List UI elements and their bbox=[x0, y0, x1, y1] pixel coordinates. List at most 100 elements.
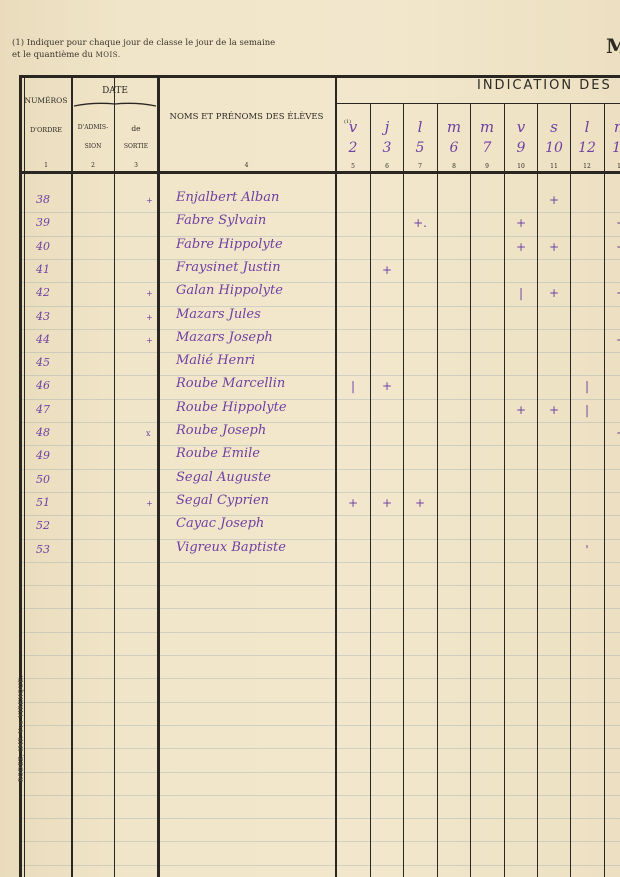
col-index-1: 1 bbox=[44, 162, 48, 169]
student-name: Roube Marcellin bbox=[176, 376, 286, 392]
table-top-border bbox=[19, 75, 620, 78]
numeros-heading: NUMÉROS bbox=[24, 96, 68, 105]
attendance-mark: | bbox=[584, 402, 590, 417]
attendance-mark: + bbox=[515, 402, 527, 417]
day-weekday: v bbox=[348, 118, 358, 136]
day-col-index: 12 bbox=[583, 163, 591, 170]
table-row: 43 Mazars Jules + bbox=[0, 307, 620, 330]
attendance-mark: + bbox=[548, 193, 560, 207]
table-row: 45 Malié Henri bbox=[0, 353, 620, 376]
date-heading: DATE bbox=[102, 86, 128, 96]
ruled-line bbox=[22, 585, 620, 587]
student-name: Malié Henri bbox=[176, 353, 255, 369]
ruled-line bbox=[22, 794, 620, 796]
student-number: 51 bbox=[36, 495, 50, 509]
ruled-line bbox=[22, 282, 620, 284]
day-date: 7 bbox=[482, 140, 492, 156]
column-rule bbox=[114, 76, 115, 877]
column-rule bbox=[335, 76, 337, 877]
attendance-mark: + bbox=[548, 286, 560, 301]
indication-underline bbox=[335, 103, 620, 104]
sortie-mark: + bbox=[146, 289, 153, 299]
day-col-index: 5 bbox=[351, 163, 355, 170]
table-row: 50 Segal Auguste bbox=[0, 470, 620, 493]
student-number: 40 bbox=[36, 239, 50, 253]
day-col-index: 9 bbox=[485, 163, 489, 170]
attendance-mark: + bbox=[381, 379, 393, 394]
day-column-rule bbox=[403, 103, 404, 877]
table-row: 48 Roube Joseph x + bbox=[0, 423, 620, 446]
ruled-line bbox=[22, 655, 620, 656]
attendance-mark: + bbox=[604, 286, 620, 300]
ruled-line bbox=[22, 864, 620, 866]
student-number: 44 bbox=[36, 332, 50, 346]
ruled-line bbox=[22, 538, 620, 540]
day-weekday: m bbox=[446, 118, 462, 136]
student-name: Enjalbert Alban bbox=[176, 190, 280, 205]
instruction-line-1: (1) Indiquer pour chaque jour de classe … bbox=[12, 38, 276, 48]
attendance-mark: + bbox=[604, 426, 620, 440]
student-name: Segal Cyprien bbox=[176, 492, 270, 508]
date-brace bbox=[74, 102, 156, 107]
day-date: 3 bbox=[382, 140, 392, 156]
attendance-mark: ' bbox=[585, 542, 589, 557]
attendance-mark: + bbox=[548, 239, 560, 254]
day-col-index: 8 bbox=[452, 163, 456, 170]
student-number: 52 bbox=[36, 519, 50, 533]
table-row: 53 Vigreux Baptiste ' bbox=[0, 540, 620, 563]
table-row: 44 Mazars Joseph + + bbox=[0, 330, 620, 353]
attendance-mark: + bbox=[604, 240, 620, 254]
day-date: 10 bbox=[545, 140, 563, 156]
student-name: Fabre Hippolyte bbox=[176, 236, 283, 252]
sortie-mark: + bbox=[146, 196, 153, 205]
student-number: 50 bbox=[36, 472, 50, 486]
day-col-index: 10 bbox=[517, 163, 525, 170]
ruled-line bbox=[22, 841, 620, 843]
attendance-mark: + bbox=[548, 402, 560, 417]
attendance-mark: + bbox=[347, 495, 359, 510]
student-name: Roube Emile bbox=[176, 446, 260, 462]
ruled-line bbox=[22, 678, 620, 680]
instruction-line-2: et le quantième du MOIS. bbox=[12, 49, 275, 61]
student-number: 41 bbox=[36, 262, 50, 276]
day-date: 12 bbox=[578, 140, 596, 156]
student-name: Vigreux Baptiste bbox=[176, 539, 286, 555]
printer-imprint: RODEZ, IMP. Vve VIRENQUE. bbox=[17, 675, 25, 782]
student-number: 53 bbox=[36, 542, 50, 556]
attendance-mark: + bbox=[381, 262, 393, 277]
student-name: Segal Auguste bbox=[176, 469, 272, 485]
table-row: 51 Segal Cyprien + + + + bbox=[0, 493, 620, 516]
day-date: 6 bbox=[449, 140, 459, 156]
footnote-ref: (1) bbox=[344, 119, 352, 125]
student-name: Cayac Joseph bbox=[176, 516, 265, 532]
student-number: 43 bbox=[36, 309, 50, 323]
table-row: 38 Enjalbert Alban + + | bbox=[0, 190, 620, 213]
ruled-line bbox=[22, 422, 620, 423]
attendance-mark: + bbox=[381, 495, 393, 510]
day-column-rule bbox=[570, 103, 571, 877]
ruled-line bbox=[22, 561, 620, 563]
day-column-rule bbox=[437, 103, 438, 877]
ruled-line bbox=[22, 375, 620, 377]
attendance-mark: + bbox=[414, 495, 426, 510]
student-name: Roube Joseph bbox=[176, 423, 267, 438]
attendance-mark: | bbox=[518, 286, 524, 301]
ruled-line bbox=[22, 701, 620, 703]
day-col-index: 13 bbox=[617, 163, 620, 170]
column-rule bbox=[19, 76, 22, 877]
table-row: 42 Galan Hippolyte + | + + bbox=[0, 283, 620, 306]
sortie-heading-1: de bbox=[131, 124, 141, 133]
attendance-mark: | bbox=[350, 379, 356, 394]
table-row: 39 Fabre Sylvain +. + + bbox=[0, 213, 620, 236]
ruled-line bbox=[22, 305, 620, 307]
ruled-line bbox=[22, 468, 620, 470]
admission-heading-2: SION bbox=[84, 143, 102, 150]
ruled-line bbox=[22, 748, 620, 750]
header-bottom-border bbox=[19, 171, 620, 174]
table-row: 52 Cayac Joseph bbox=[0, 516, 620, 539]
ruled-line bbox=[22, 818, 620, 820]
sortie-mark: x bbox=[146, 429, 151, 438]
day-column-rule bbox=[537, 103, 538, 877]
student-number: 47 bbox=[36, 402, 50, 416]
table-row: 41 Fraysinet Justin + bbox=[0, 260, 620, 283]
